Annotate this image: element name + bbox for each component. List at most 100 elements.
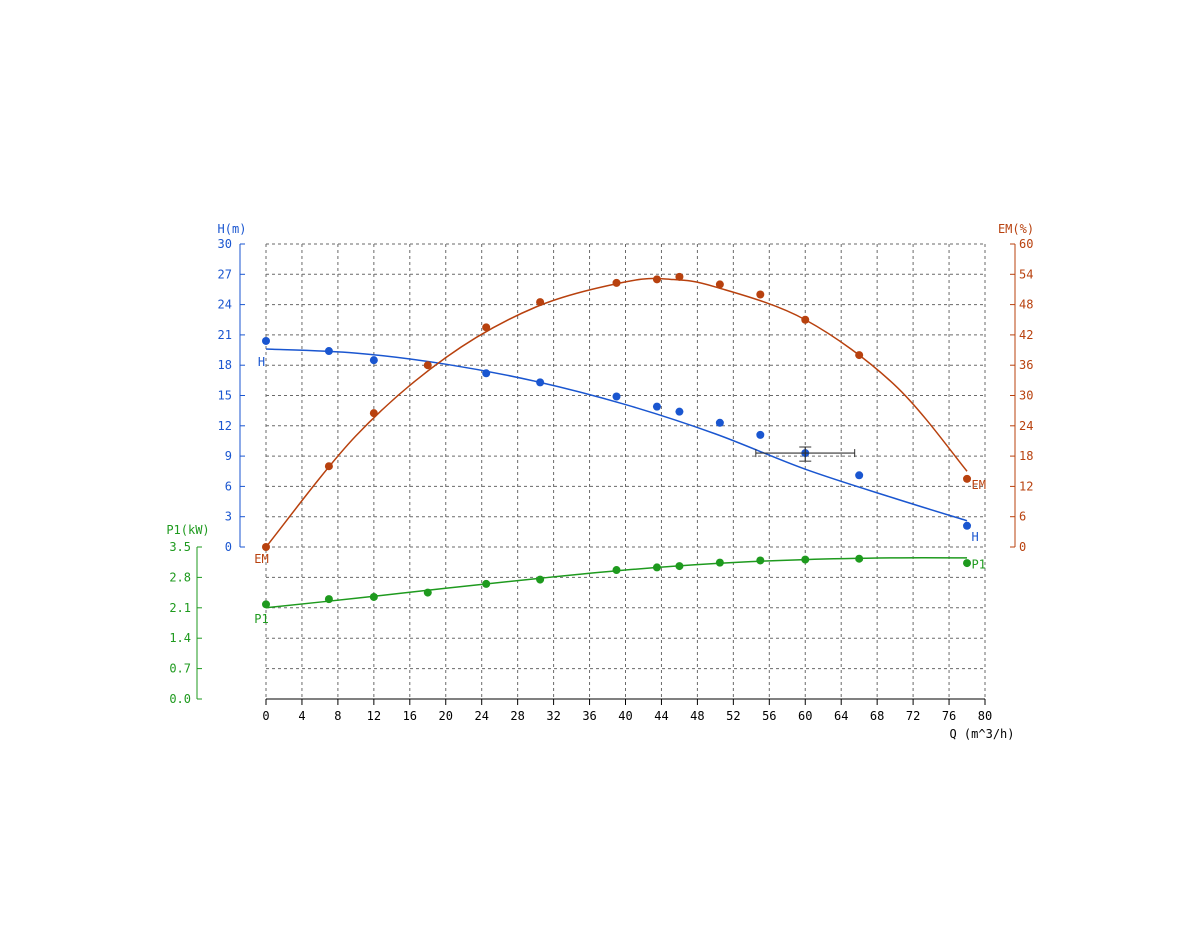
em-data-point <box>536 298 545 307</box>
curve-label-p1: P1 <box>972 558 986 572</box>
p1-data-point <box>756 556 765 565</box>
x-tick-label: 68 <box>870 709 884 723</box>
series <box>262 272 972 609</box>
x-tick-label: 28 <box>510 709 524 723</box>
em-tick-label: 6 <box>1019 510 1026 524</box>
em-data-point <box>652 275 661 284</box>
h-data-point <box>675 407 684 416</box>
em-axis-title: EM(%) <box>998 222 1034 236</box>
em-tick-label: 42 <box>1019 328 1033 342</box>
p1-data-point <box>801 555 810 564</box>
em-data-point <box>963 474 972 483</box>
p1-data-point <box>675 562 684 571</box>
h-tick-label: 24 <box>218 298 232 312</box>
x-tick-label: 4 <box>298 709 305 723</box>
h-tick-label: 21 <box>218 328 232 342</box>
curve-label-h: H <box>258 355 265 369</box>
p1-data-point <box>324 595 333 604</box>
x-tick-label: 8 <box>334 709 341 723</box>
curve-label-em: EM <box>972 478 986 492</box>
axes: 0 4 8 12 16 20 24 28 32 36 40 44 48 52 56 60 64 68 72 76 800… <box>169 237 1033 723</box>
p1-data-point <box>715 558 724 567</box>
em-data-point <box>262 543 270 551</box>
em-data-point <box>715 280 724 289</box>
h-tick-label: 30 <box>218 237 232 251</box>
h-tick-label: 15 <box>218 389 232 403</box>
x-tick-label: 16 <box>403 709 417 723</box>
x-tick-label: 60 <box>798 709 812 723</box>
em-data-point <box>612 278 621 287</box>
em-tick-label: 48 <box>1019 298 1033 312</box>
x-tick-label: 80 <box>978 709 992 723</box>
em-data-point <box>482 323 491 332</box>
x-tick-label: 20 <box>439 709 453 723</box>
p1-tick-label: 2.1 <box>169 601 191 615</box>
series-p1 <box>262 554 972 609</box>
x-tick-label: 32 <box>546 709 560 723</box>
em-tick-label: 60 <box>1019 237 1033 251</box>
h-data-point <box>855 471 864 480</box>
p1-data-point <box>855 554 864 563</box>
p1-fit-curve <box>265 556 968 609</box>
p1-data-point <box>536 575 545 584</box>
em-data-point <box>801 315 810 324</box>
x-tick-label: 40 <box>618 709 632 723</box>
em-data-point <box>324 462 333 471</box>
em-tick-label: 24 <box>1019 419 1033 433</box>
em-data-point <box>423 361 432 370</box>
h-tick-label: 12 <box>218 419 232 433</box>
em-data-point <box>675 272 684 281</box>
p1-data-point <box>482 579 491 588</box>
grid <box>265 243 986 700</box>
p1-data-point <box>612 566 621 575</box>
x-tick-label: 72 <box>906 709 920 723</box>
x-tick-label: 64 <box>834 709 848 723</box>
h-data-point <box>262 336 270 345</box>
h-data-point <box>612 392 621 401</box>
p1-data-point <box>963 559 972 568</box>
operating-point <box>755 446 856 462</box>
p1-data-point <box>262 600 270 609</box>
em-tick-label: 12 <box>1019 479 1033 493</box>
p1-tick-label: 0.7 <box>169 662 191 676</box>
x-tick-label: 48 <box>690 709 704 723</box>
h-axis-title: H(m) <box>218 222 247 236</box>
x-tick-label: 76 <box>942 709 956 723</box>
x-tick-label: 44 <box>654 709 668 723</box>
series-h <box>262 336 972 530</box>
h-data-point <box>482 369 491 378</box>
x-tick-label: 12 <box>367 709 381 723</box>
curve-label-p1: P1 <box>254 612 268 626</box>
curve-label-h: H <box>972 530 979 544</box>
series-em <box>262 272 972 551</box>
h-data-point <box>652 402 661 411</box>
em-tick-label: 18 <box>1019 449 1033 463</box>
x-tick-label: 36 <box>582 709 596 723</box>
p1-data-point <box>423 588 432 597</box>
em-data-point <box>756 290 765 299</box>
p1-axis-title: P1(kW) <box>166 523 209 537</box>
em-tick-label: 54 <box>1019 267 1033 281</box>
p1-tick-label: 3.5 <box>169 540 191 554</box>
h-tick-label: 3 <box>225 510 232 524</box>
h-tick-label: 18 <box>218 358 232 372</box>
em-tick-label: 30 <box>1019 389 1033 403</box>
h-data-point <box>756 430 765 439</box>
x-tick-label: 24 <box>474 709 488 723</box>
h-data-point <box>715 418 724 427</box>
h-tick-label: 0 <box>225 540 232 554</box>
q-axis-title: Q (m^3/h) <box>949 727 1014 741</box>
h-tick-label: 27 <box>218 267 232 281</box>
x-tick-label: 56 <box>762 709 776 723</box>
h-tick-label: 6 <box>225 479 232 493</box>
p1-tick-label: 2.8 <box>169 570 191 584</box>
em-data-point <box>369 409 378 418</box>
x-tick-label: 52 <box>726 709 740 723</box>
p1-tick-label: 0.0 <box>169 692 191 706</box>
h-data-point <box>369 356 378 365</box>
h-tick-label: 9 <box>225 449 232 463</box>
em-tick-label: 36 <box>1019 358 1033 372</box>
h-data-point <box>536 378 545 387</box>
p1-tick-label: 1.4 <box>169 631 191 645</box>
em-tick-label: 0 <box>1019 540 1026 554</box>
